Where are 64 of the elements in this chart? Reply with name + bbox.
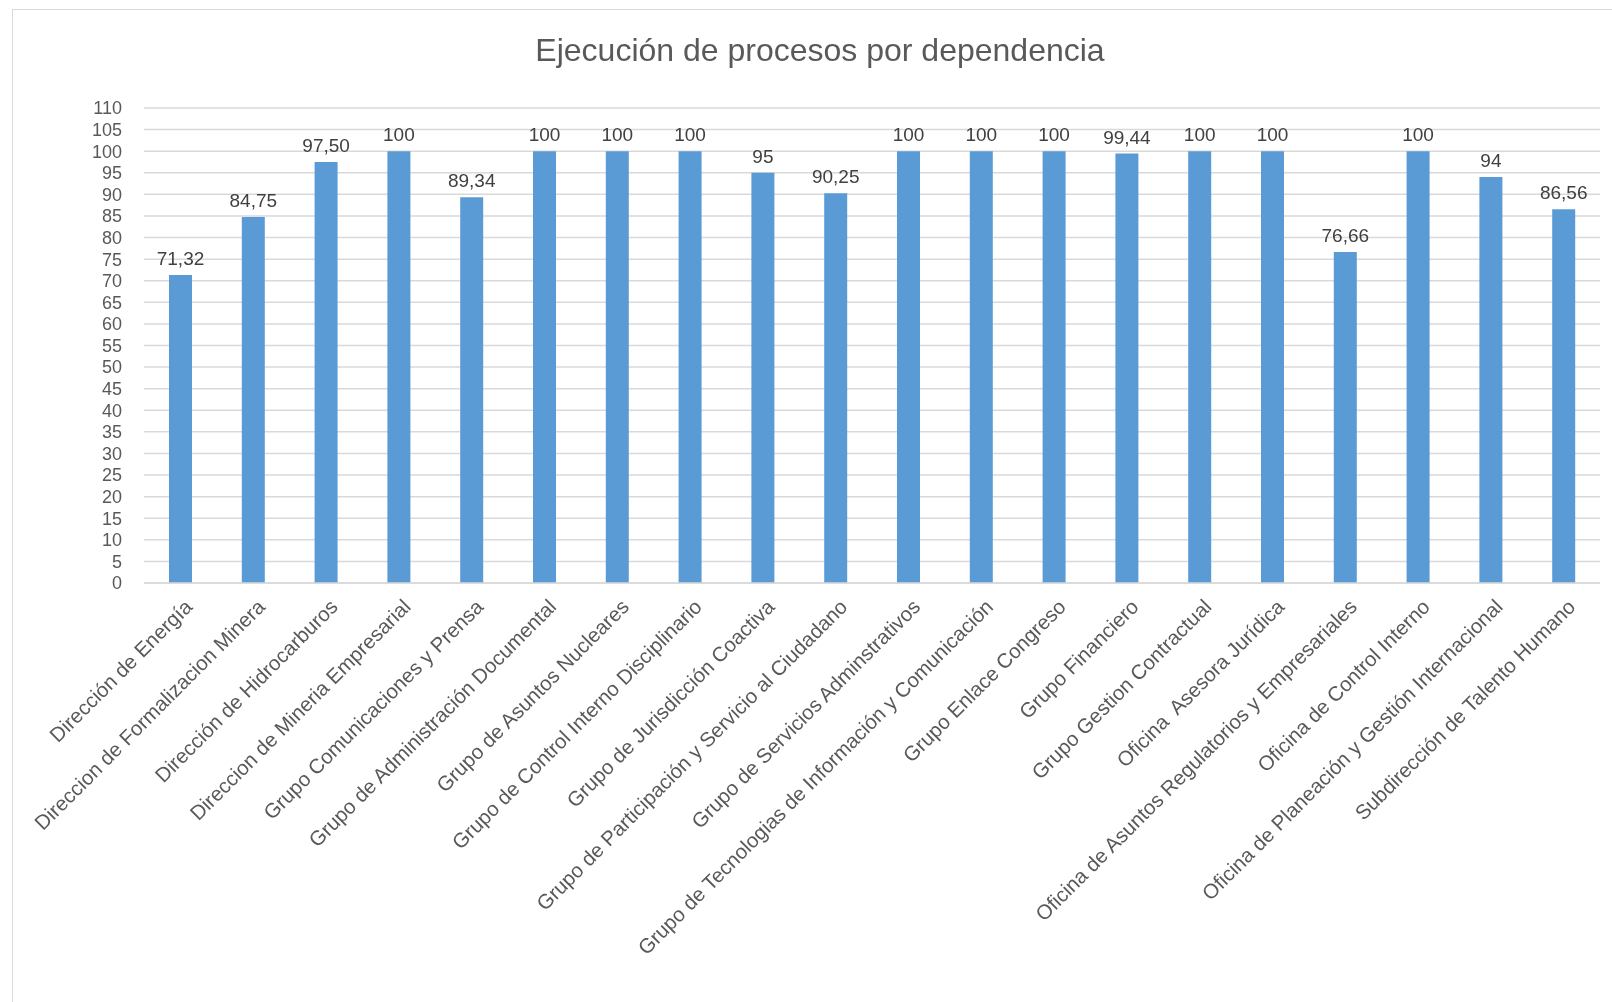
data-label: 100 bbox=[528, 124, 561, 146]
bar bbox=[314, 161, 338, 583]
y-tick-label: 80 bbox=[101, 227, 122, 248]
bar bbox=[897, 151, 920, 583]
data-label: 100 bbox=[892, 124, 925, 146]
data-label: 95 bbox=[752, 145, 774, 167]
y-tick-label: 35 bbox=[101, 422, 122, 443]
data-label: 84,75 bbox=[229, 190, 278, 212]
y-tick-label: 70 bbox=[101, 271, 122, 292]
y-tick-label: 100 bbox=[91, 141, 122, 162]
bar bbox=[1479, 177, 1503, 583]
data-label: 99,44 bbox=[1103, 126, 1152, 148]
y-tick-label: 85 bbox=[101, 206, 122, 227]
y-tick-label: 105 bbox=[91, 119, 122, 140]
y-tick-label: 40 bbox=[101, 400, 122, 421]
y-tick-label: 50 bbox=[101, 357, 122, 378]
bar bbox=[824, 193, 848, 583]
bar bbox=[241, 217, 265, 583]
bar bbox=[678, 151, 702, 583]
data-label: 100 bbox=[674, 124, 706, 146]
data-label: 90,25 bbox=[811, 166, 860, 188]
y-tick-label: 45 bbox=[101, 379, 122, 400]
y-tick-label: 110 bbox=[93, 98, 122, 119]
data-label: 100 bbox=[1256, 124, 1289, 146]
bar bbox=[387, 151, 411, 583]
y-tick-label: 15 bbox=[101, 508, 122, 529]
bar bbox=[460, 197, 484, 583]
data-label: 89,34 bbox=[447, 170, 496, 192]
bar bbox=[1188, 151, 1212, 583]
y-tick-label: 10 bbox=[101, 530, 122, 551]
data-label: 100 bbox=[383, 124, 415, 146]
y-tick-label: 60 bbox=[101, 314, 122, 335]
bar bbox=[533, 151, 556, 583]
bar bbox=[1115, 153, 1139, 583]
bar bbox=[969, 151, 993, 583]
chart-title: Ejecución de procesos por dependencia bbox=[534, 32, 1106, 69]
data-label: 97,50 bbox=[302, 134, 350, 156]
y-tick-label: 0 bbox=[111, 573, 122, 594]
bar bbox=[1406, 151, 1430, 583]
bar bbox=[169, 275, 192, 583]
data-label: 100 bbox=[601, 124, 634, 146]
data-label: 94 bbox=[1480, 150, 1502, 172]
bar bbox=[1042, 151, 1066, 583]
bar bbox=[605, 151, 629, 583]
y-tick-label: 30 bbox=[101, 443, 122, 464]
y-tick-label: 75 bbox=[101, 249, 122, 270]
y-tick-label: 25 bbox=[101, 465, 122, 486]
data-label: 100 bbox=[1038, 124, 1070, 146]
data-label: 71,32 bbox=[156, 248, 205, 270]
y-tick-label: 20 bbox=[101, 487, 122, 508]
bar bbox=[1552, 209, 1576, 583]
data-label: 100 bbox=[1183, 124, 1216, 146]
y-tick-label: 65 bbox=[101, 292, 122, 313]
data-label: 100 bbox=[1402, 124, 1434, 146]
data-label: 100 bbox=[965, 124, 998, 146]
y-tick-label: 5 bbox=[111, 551, 122, 572]
bar bbox=[1261, 151, 1284, 583]
bar bbox=[1333, 251, 1357, 583]
data-label: 76,66 bbox=[1321, 224, 1370, 246]
y-tick-label: 95 bbox=[101, 163, 122, 184]
bar bbox=[751, 172, 775, 583]
y-tick-label: 55 bbox=[101, 335, 122, 356]
y-tick-label: 90 bbox=[101, 184, 122, 205]
data-label: 86,56 bbox=[1539, 182, 1588, 204]
